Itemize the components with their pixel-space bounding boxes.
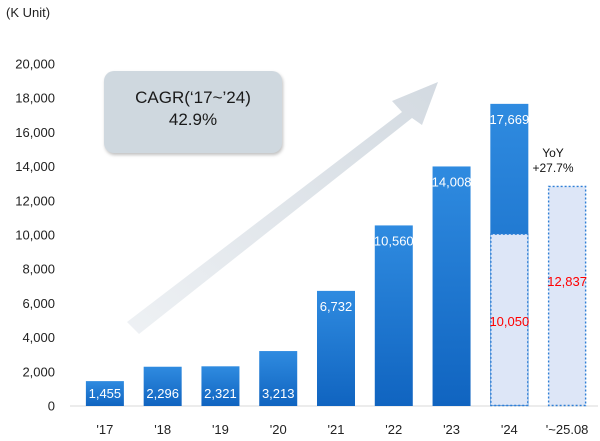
cagr-callout: CAGR(‘17~’24) 42.9%: [104, 71, 282, 153]
x-tick-label: '19: [212, 422, 229, 437]
y-tick-label: 12,000: [15, 193, 55, 208]
y-tick-label: 6,000: [22, 296, 55, 311]
unit-label: (K Unit): [6, 5, 51, 20]
cagr-value: 42.9%: [168, 110, 218, 129]
bar-value-label: 3,213: [262, 386, 295, 401]
y-tick-label: 20,000: [15, 57, 55, 72]
x-tick-label: '18: [154, 422, 171, 437]
bar-value-label: 2,296: [146, 386, 179, 401]
bar-0: [85, 381, 124, 406]
x-tick-label: '21: [328, 422, 345, 437]
y-tick-label: 18,000: [15, 91, 55, 106]
x-tick-label: '20: [270, 422, 287, 437]
x-tick-label: '17: [96, 422, 113, 437]
yoy-value: +27.7%: [532, 161, 574, 175]
cagr-label: CAGR(‘17~’24): [135, 88, 251, 107]
y-tick-label: 16,000: [15, 125, 55, 140]
x-tick-label: '22: [385, 422, 402, 437]
x-tick-label: '23: [443, 422, 460, 437]
partial-value-label: 10,050: [489, 314, 529, 329]
bar-3: [259, 351, 298, 406]
y-tick-label: 10,000: [15, 228, 55, 243]
growth-arrow: [127, 82, 438, 334]
bar-4: [317, 290, 355, 406]
y-tick-label: 2,000: [22, 364, 55, 379]
partial-value-label: 12,837: [547, 274, 587, 289]
y-tick-label: 8,000: [22, 262, 55, 277]
partial-bar-7: [490, 233, 529, 407]
y-tick-label: 4,000: [22, 330, 55, 345]
bar-value-label: 14,008: [432, 174, 472, 189]
bar-value-label: 1,455: [89, 386, 122, 401]
x-tick-label: '24: [501, 422, 518, 437]
bar-1: [143, 366, 182, 406]
x-tick-label: '~25.08: [546, 422, 589, 437]
yoy-label: YoY: [542, 146, 564, 160]
partial-bar-8: [547, 185, 587, 407]
bar-value-label: 2,321: [204, 386, 237, 401]
y-tick-label: 0: [48, 399, 55, 414]
bar-5: [374, 225, 413, 406]
bar-value-label: 6,732: [320, 299, 353, 314]
bar-value-label: 10,560: [374, 233, 414, 248]
bar-6: [432, 166, 471, 406]
y-tick-label: 14,000: [15, 159, 55, 174]
yoy-annotation: YoY +27.7%: [523, 146, 583, 176]
bar-2: [201, 366, 240, 406]
bar-value-label: 17,669: [489, 112, 529, 127]
